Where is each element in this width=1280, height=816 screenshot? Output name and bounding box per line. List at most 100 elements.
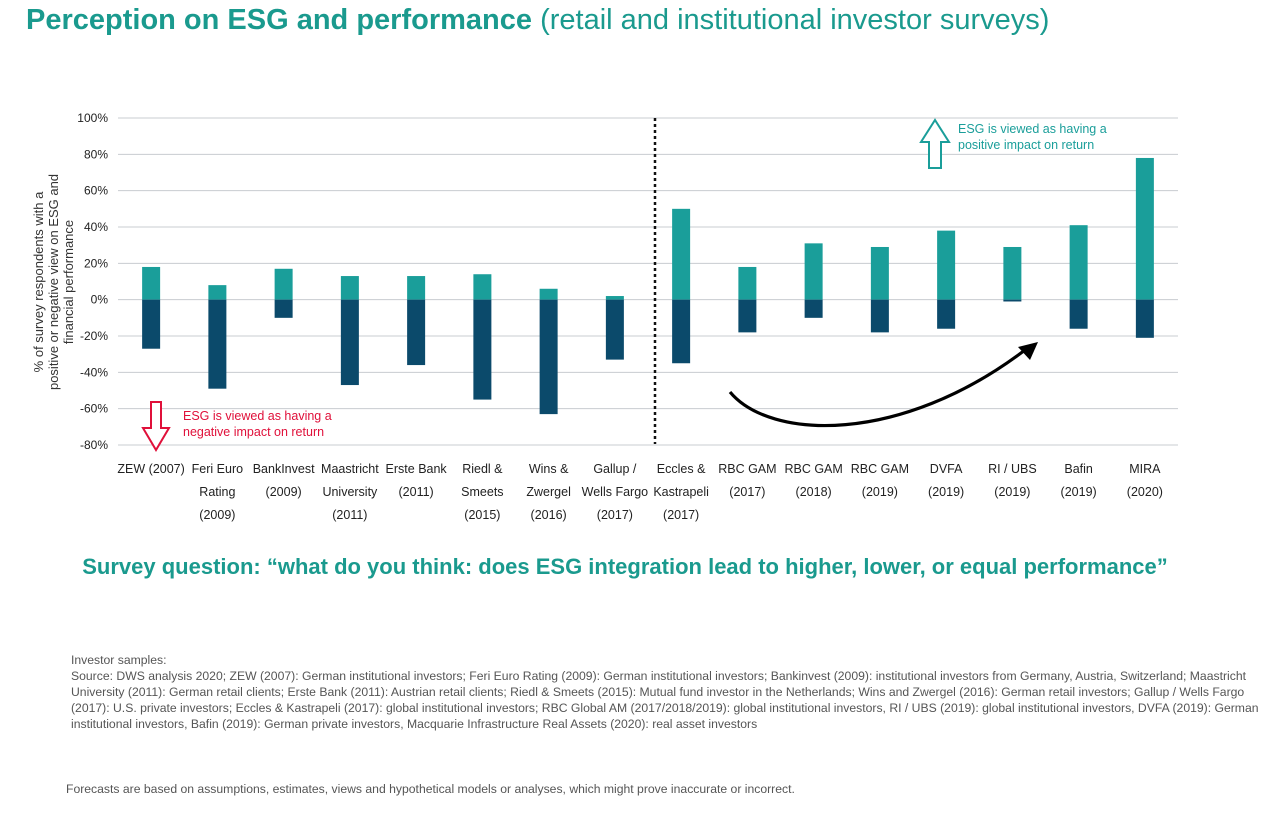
trend-arrow (728, 342, 1038, 428)
page-title: Perception on ESG and performance (retai… (26, 4, 1049, 37)
x-tick-label-line: University (322, 485, 378, 499)
x-tick-label-line: RBC GAM (851, 462, 909, 476)
x-tick-label-line: Wins & (529, 462, 569, 476)
positive-bar (804, 243, 823, 300)
x-tick-label-line: (2019) (862, 485, 898, 499)
positive-bar (274, 268, 293, 300)
y-axis-label: % of survey respondents with apositive o… (31, 174, 76, 390)
x-tick-label: RBC GAM (2017) (718, 462, 776, 499)
x-tick-label-line: Kastrapeli (653, 485, 709, 499)
notes-source: Source: DWS analysis 2020; ZEW (2007): G… (71, 669, 1259, 731)
bars (142, 157, 1154, 415)
x-tick-label-line: Bafin (1064, 462, 1093, 476)
x-tick-label-line: (2019) (928, 485, 964, 499)
positive-bar (208, 285, 227, 300)
down-arrow-icon (141, 401, 171, 452)
x-tick-label-line: MIRA (1129, 462, 1161, 476)
y-tick-label: 0% (91, 293, 109, 307)
y-axis-label-line: % of survey respondents with a (31, 191, 46, 372)
negative-bar (142, 299, 161, 349)
investor-samples-note: Investor samples: Source: DWS analysis 2… (71, 652, 1261, 732)
x-tick-label-line: (2020) (1127, 485, 1163, 499)
x-axis: ZEW (2007) Feri Euro Rating (2009)BankInves… (117, 462, 1163, 522)
x-tick-label-line: Zwergel (526, 485, 570, 499)
x-tick-label-line: ZEW (2007) (117, 462, 184, 476)
x-tick-label: Wins & Zwergel (2016) (526, 462, 570, 522)
x-tick-label: RBC GAM (2019) (851, 462, 909, 499)
x-tick-label-line: (2019) (1061, 485, 1097, 499)
x-tick-label-line: (2017) (729, 485, 765, 499)
y-tick-label: 20% (84, 256, 108, 270)
survey-question: Survey question: “what do you think: doe… (82, 554, 1168, 579)
x-tick-label-line: (2009) (266, 485, 302, 499)
title-subtitle: (retail and institutional investor surve… (540, 4, 1050, 36)
positive-bar (738, 266, 757, 300)
y-tick-label: 40% (84, 220, 108, 234)
negative-bar (473, 299, 492, 400)
positive-bar (1069, 225, 1088, 300)
x-tick-label-line: Gallup / (593, 462, 637, 476)
notes-heading: Investor samples: (71, 653, 167, 667)
negative-bar (937, 299, 956, 329)
x-tick-label: Erste Bank (2011) (386, 462, 448, 499)
x-tick-label-line: (2018) (796, 485, 832, 499)
x-tick-label-line: (2019) (994, 485, 1030, 499)
x-tick-label: MIRA (2020) (1127, 462, 1163, 499)
x-tick-label-line: RBC GAM (718, 462, 776, 476)
x-tick-label: Bafin (2019) (1061, 462, 1097, 499)
positive-bar (473, 274, 492, 300)
esg-perception-chart: -80% -60% -40% -20% 0% 20% 40% 60% 80% 100% % of … (31, 111, 1178, 522)
negative-bar (340, 299, 359, 386)
x-tick-label-line: Eccles & (657, 462, 706, 476)
positive-bar (1003, 246, 1022, 300)
x-tick-label: Feri Euro Rating (2009) (192, 462, 243, 522)
positive-bar (605, 296, 624, 300)
x-tick-label-line: DVFA (930, 462, 963, 476)
positive-bar (870, 246, 889, 300)
y-tick-label: 60% (84, 184, 108, 198)
x-tick-label-line: Feri Euro (192, 462, 243, 476)
negative-bar (1069, 299, 1088, 329)
x-tick-label: Maastricht University (2011) (321, 462, 379, 522)
y-tick-label: 80% (84, 147, 108, 161)
trend-arrowhead-icon (1018, 342, 1038, 360)
y-tick-label: -20% (80, 329, 108, 343)
annotation-line: ESG is viewed as having a (958, 122, 1107, 136)
positive-bar (340, 276, 359, 300)
x-tick-label-line: Smeets (461, 485, 503, 499)
x-tick-label: RI / UBS (2019) (988, 462, 1037, 499)
x-tick-label-line: (2015) (464, 508, 500, 522)
x-tick-label: Riedl & Smeets (2015) (461, 462, 503, 522)
y-axis: -80% -60% -40% -20% 0% 20% 40% 60% 80% 100% (77, 111, 108, 452)
x-tick-label-line: RBC GAM (784, 462, 842, 476)
positive-annotation-text: ESG is viewed as having a positive impact… (958, 122, 1107, 152)
negative-annotation-text: ESG is viewed as having a negative impact… (183, 409, 332, 439)
positive-annotation: ESG is viewed as having a positive impact… (919, 118, 1107, 169)
positive-bar (937, 230, 956, 300)
negative-bar (804, 299, 823, 318)
negative-bar (407, 299, 426, 366)
gridlines (118, 117, 1178, 446)
negative-bar (672, 299, 691, 364)
y-axis-label-line: financial performance (61, 220, 76, 344)
x-tick-label-line: (2017) (663, 508, 699, 522)
negative-bar (539, 299, 558, 415)
x-tick-label-line: (2011) (332, 508, 367, 522)
trend-curve (728, 348, 1026, 428)
up-arrow-icon (919, 118, 951, 169)
y-tick-label: 100% (77, 111, 108, 125)
x-tick-label: ZEW (2007) (117, 462, 184, 476)
x-tick-label-line: Maastricht (321, 462, 379, 476)
x-tick-label-line: Erste Bank (386, 462, 448, 476)
annotation-line: positive impact on return (958, 138, 1094, 152)
annotation-line: negative impact on return (183, 425, 324, 439)
x-tick-label-line: Wells Fargo (582, 485, 649, 499)
x-tick-label: Eccles & Kastrapeli (2017) (653, 462, 709, 522)
positive-bar (142, 266, 161, 300)
negative-bar (738, 299, 757, 333)
annotation-line: ESG is viewed as having a (183, 409, 332, 423)
positive-bar (672, 208, 691, 300)
negative-bar (274, 299, 293, 318)
y-tick-label: -60% (80, 402, 108, 416)
negative-bar (605, 299, 624, 360)
